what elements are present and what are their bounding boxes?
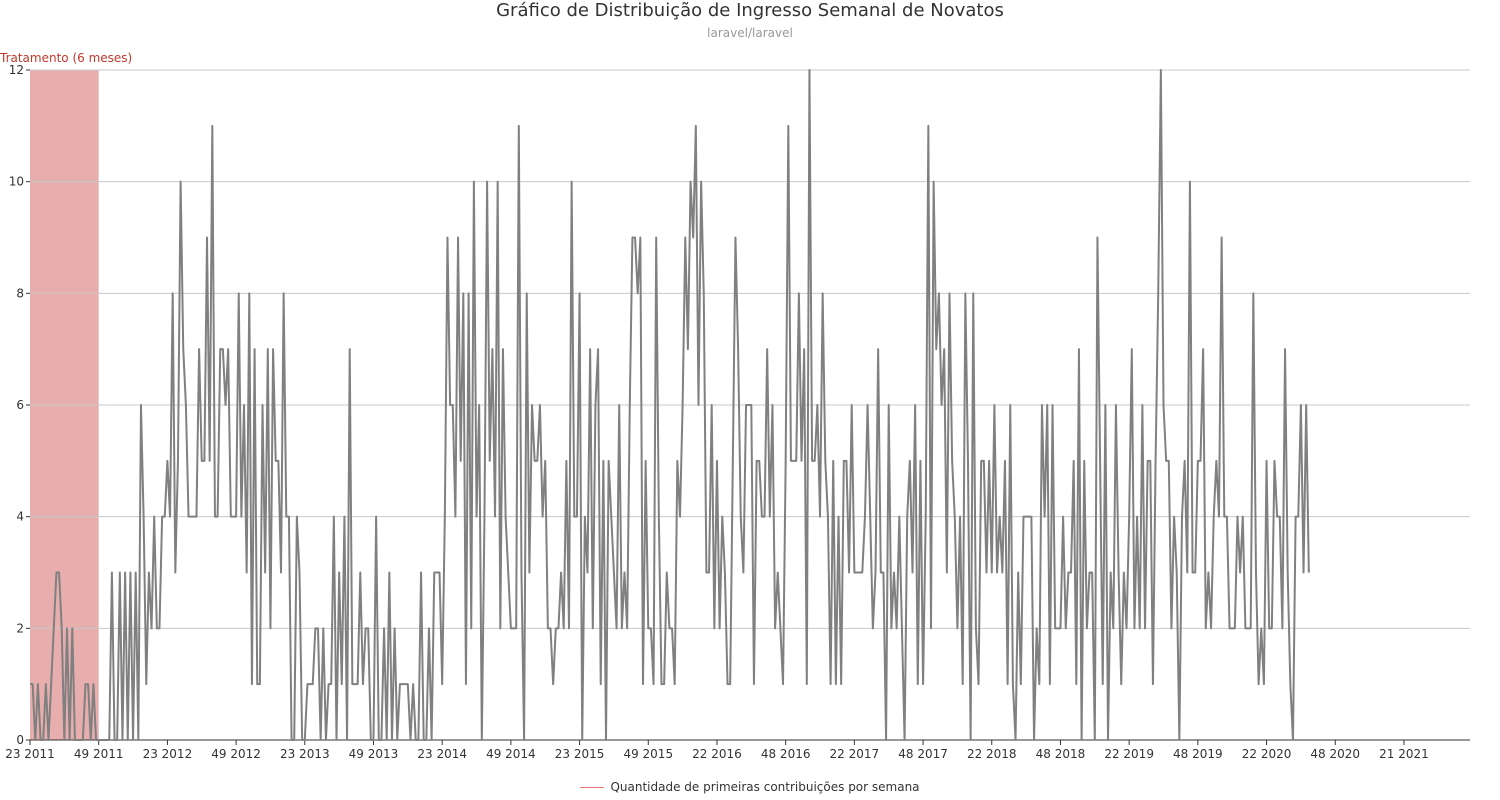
x-tick-label: 49 2015 <box>623 747 673 761</box>
x-tick-label: 23 2012 <box>143 747 193 761</box>
y-tick-label: 2 <box>16 621 24 635</box>
y-tick-label: 10 <box>9 175 24 189</box>
x-tick-label: 21 2021 <box>1379 747 1429 761</box>
x-tick-label: 48 2017 <box>898 747 948 761</box>
x-tick-label: 48 2016 <box>761 747 811 761</box>
y-axis: 0 2 4 6 8 10 12 <box>9 63 30 747</box>
legend-label: Quantidade de primeiras contribuições po… <box>610 780 920 794</box>
x-tick-label: 22 2018 <box>967 747 1017 761</box>
treatment-label: Tratamento (6 meses) <box>0 51 132 65</box>
series-layer <box>30 69 1310 741</box>
x-tick-label: 49 2012 <box>211 747 261 761</box>
x-tick-label: 48 2019 <box>1173 747 1223 761</box>
x-tick-label: 49 2014 <box>486 747 536 761</box>
x-tick-label: 22 2019 <box>1104 747 1154 761</box>
y-tick-label: 4 <box>16 510 24 524</box>
x-tick-label: 49 2013 <box>349 747 399 761</box>
legend: Quantidade de primeiras contribuições po… <box>0 780 1500 794</box>
y-tick-label: 12 <box>9 63 24 77</box>
x-tick-label: 22 2020 <box>1242 747 1292 761</box>
x-tick-label: 22 2017 <box>830 747 880 761</box>
x-axis: 23 2011 49 2011 23 2012 49 2012 23 2013 49 20… <box>5 739 1470 761</box>
legend-swatch <box>580 787 605 788</box>
x-tick-label: 23 2015 <box>555 747 605 761</box>
x-tick-label: 48 2020 <box>1310 747 1360 761</box>
x-tick-label: 22 2016 <box>692 747 742 761</box>
chart-title: Gráfico de Distribuição de Ingresso Sema… <box>496 0 1004 21</box>
x-tick-label: 23 2013 <box>280 747 330 761</box>
x-tick-label: 23 2014 <box>417 747 467 761</box>
y-tick-label: 0 <box>16 733 24 747</box>
chart-subtitle: laravel/laravel <box>707 26 793 40</box>
x-tick-label: 23 2011 <box>5 747 55 761</box>
x-tick-label: 49 2011 <box>74 747 124 761</box>
y-tick-label: 8 <box>16 286 24 300</box>
series-line-0 <box>30 69 1310 741</box>
x-tick-label: 48 2018 <box>1036 747 1086 761</box>
y-tick-label: 6 <box>16 398 24 412</box>
